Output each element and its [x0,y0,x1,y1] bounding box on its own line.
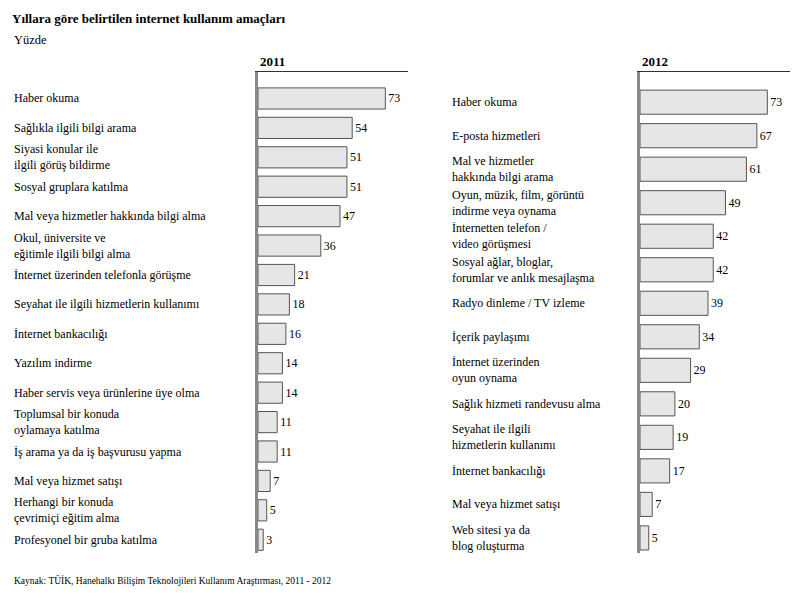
svg-text:Mal veya hizmet satışı: Mal veya hizmet satışı [452,497,561,511]
svg-text:21: 21 [298,268,310,282]
svg-text:16: 16 [289,327,301,341]
svg-text:3: 3 [266,533,272,547]
svg-text:29: 29 [694,363,706,377]
svg-text:Haber okuma: Haber okuma [452,95,518,109]
svg-text:Profesyonel bir gruba katılma: Profesyonel bir gruba katılma [14,533,158,547]
svg-text:Okul, üniversite veeğitimle il: Okul, üniversite veeğitimle ilgili bilgi… [14,231,131,261]
svg-text:20: 20 [678,397,690,411]
svg-text:Sosyal ağlar, bloglar,forumlar: Sosyal ağlar, bloglar,forumlar ve anlık … [452,255,595,285]
svg-text:54: 54 [355,121,367,135]
svg-text:Haber okuma: Haber okuma [14,91,80,105]
svg-text:11: 11 [280,415,292,429]
svg-text:Radyo dinleme / TV izleme: Radyo dinleme / TV izleme [452,296,585,310]
svg-text:Herhangi bir konudaçevrimiçi e: Herhangi bir konudaçevrimiçi eğitim alma [14,495,120,525]
svg-text:Sağlıkla ilgili bilgi arama: Sağlıkla ilgili bilgi arama [14,121,137,135]
svg-text:14: 14 [285,386,297,400]
svg-text:Yıllara göre belirtilen intern: Yıllara göre belirtilen internet kullanı… [12,11,285,26]
svg-text:Oyun, müzik, film, görüntüindi: Oyun, müzik, film, görüntüindirme veya o… [452,188,584,218]
svg-text:42: 42 [716,229,728,243]
svg-text:42: 42 [716,263,728,277]
svg-text:51: 51 [350,150,362,164]
svg-text:Haber servis veya ürünlerine ü: Haber servis veya ürünlerine üye olma [14,386,200,400]
svg-text:Yüzde: Yüzde [14,33,47,47]
svg-text:61: 61 [749,162,761,176]
svg-text:Mal veya hizmetler hakkında bi: Mal veya hizmetler hakkında bilgi alma [14,209,206,223]
svg-text:36: 36 [324,239,336,253]
svg-text:73: 73 [388,91,400,105]
svg-text:67: 67 [760,129,772,143]
svg-text:Siyasi konular ileilgili görüş: Siyasi konular ileilgili görüş bildirme [14,142,110,172]
svg-text:11: 11 [280,445,292,459]
svg-text:Mal ve hizmetlerhakkında bilgi: Mal ve hizmetlerhakkında bilgi arama [452,154,554,184]
svg-text:Kaynak: TÜİK, Hanehalkı Bilişi: Kaynak: TÜİK, Hanehalkı Bilişim Teknoloj… [14,575,331,586]
svg-text:Toplumsal bir konudaoylamaya k: Toplumsal bir konudaoylamaya katılma [14,407,120,437]
svg-text:Seyahat ile ilgili hizmetlerin: Seyahat ile ilgili hizmetlerin kullanımı [14,297,200,311]
svg-text:İnternet bankacılığı: İnternet bankacılığı [14,327,108,341]
svg-text:14: 14 [285,356,297,370]
svg-text:E-posta hizmetleri: E-posta hizmetleri [452,129,541,143]
svg-text:34: 34 [702,330,714,344]
svg-text:İçerik paylaşımı: İçerik paylaşımı [452,330,530,344]
svg-text:İnternetten telefon /video gör: İnternetten telefon /video görüşmesi [452,221,547,251]
svg-text:39: 39 [711,296,723,310]
svg-text:73: 73 [770,95,782,109]
svg-text:47: 47 [343,209,355,223]
svg-text:Mal veya hizmet satışı: Mal veya hizmet satışı [14,474,123,488]
svg-text:İnternet üzerinden telefonla g: İnternet üzerinden telefonla görüşme [14,268,191,282]
svg-text:Sağlık hizmeti randevusu alma: Sağlık hizmeti randevusu alma [452,397,601,411]
svg-text:7: 7 [273,474,279,488]
svg-text:İnternet üzerindenoyun oynama: İnternet üzerindenoyun oynama [452,355,540,385]
svg-text:19: 19 [676,430,688,444]
svg-text:7: 7 [655,497,661,511]
svg-text:İş arama ya da iş başvurusu ya: İş arama ya da iş başvurusu yapma [14,445,182,459]
svg-text:2011: 2011 [260,54,285,69]
svg-text:49: 49 [728,196,740,210]
svg-text:17: 17 [673,464,685,478]
svg-text:51: 51 [350,180,362,194]
svg-text:2012: 2012 [642,54,668,69]
svg-text:5: 5 [270,503,276,517]
svg-text:Seyahat ile ilgilihizmetlerin: Seyahat ile ilgilihizmetlerin kullanımı [452,422,556,452]
svg-text:Yazılım indirme: Yazılım indirme [14,356,92,370]
svg-text:İnternet bankacılığı: İnternet bankacılığı [452,464,546,478]
svg-text:18: 18 [292,297,304,311]
svg-text:Sosyal gruplara katılma: Sosyal gruplara katılma [14,180,129,194]
svg-text:5: 5 [652,531,658,545]
svg-text:Web sitesi ya dablog oluşturma: Web sitesi ya dablog oluşturma [452,523,531,553]
